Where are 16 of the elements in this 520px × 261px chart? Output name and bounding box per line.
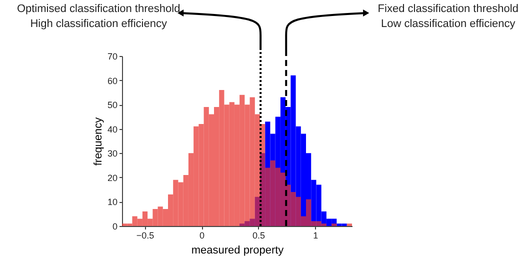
y-tick-label: 60 <box>107 76 118 86</box>
y-tick-label: 70 <box>107 52 118 62</box>
x-tick-label: 1 <box>313 230 318 240</box>
y-tick-label: 30 <box>107 148 118 159</box>
y-axis-title: frequency <box>92 116 104 166</box>
x-axis-title: measured property <box>191 244 284 256</box>
x-tick-label: −0.5 <box>136 230 154 240</box>
y-tick-label: 40 <box>107 124 118 134</box>
y-tick-label: 0 <box>112 222 118 232</box>
y-tick-label: 10 <box>107 197 118 208</box>
legend-label: Fixed classification threshold Low classification efficiency <box>378 3 518 30</box>
y-tick-label: 20 <box>107 172 118 183</box>
x-tick-label: 0 <box>200 230 205 240</box>
ref-line-label: Optimised classification threshold High classification efficiency <box>16 3 180 30</box>
x-tick-label: 0.5 <box>252 230 266 240</box>
y-tick-label: 50 <box>107 100 118 110</box>
